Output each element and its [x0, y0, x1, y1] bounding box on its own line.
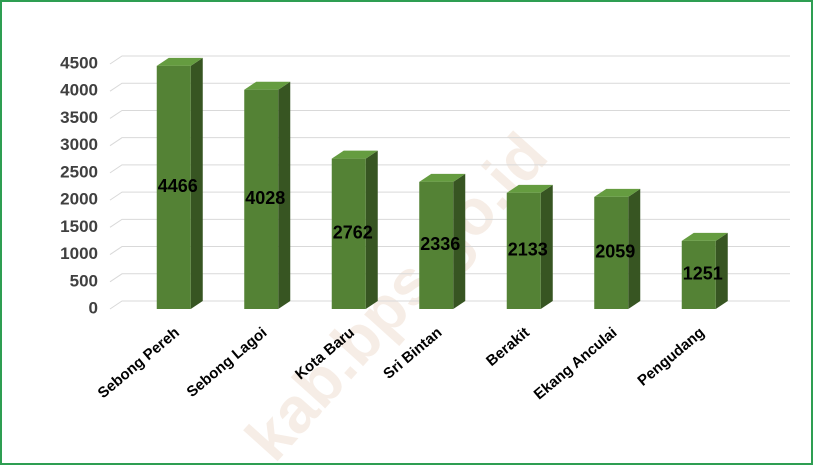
grid-line [109, 218, 790, 228]
grid-line [109, 164, 790, 174]
grid-line [109, 82, 790, 92]
bar-side [628, 188, 641, 309]
bar-top [244, 81, 291, 90]
grid-line [109, 55, 790, 65]
bar-side [453, 173, 466, 309]
value-label: 4028 [245, 188, 285, 208]
y-tick-label: 1500 [60, 217, 98, 236]
bar-top [506, 184, 553, 193]
bar [506, 184, 553, 309]
bar-top [594, 188, 641, 197]
y-tick-label: 2500 [60, 162, 98, 181]
value-label: 2133 [508, 240, 548, 260]
y-tick-label: 4000 [60, 81, 98, 100]
bar-front [681, 240, 716, 309]
bar-top [419, 173, 466, 182]
bar-front [331, 158, 366, 309]
grid-line [109, 300, 790, 310]
value-label: 2059 [595, 242, 635, 262]
bar [244, 81, 291, 309]
bar-front [244, 89, 279, 309]
bar-side [190, 57, 203, 310]
bar [419, 173, 466, 309]
y-tick-label: 2000 [60, 190, 98, 209]
bar-front [419, 181, 454, 309]
bar-top [331, 150, 378, 159]
grid-line [109, 137, 790, 147]
value-label: 1251 [683, 264, 723, 284]
bar-top [156, 57, 203, 66]
bar [681, 232, 728, 309]
y-tick-label: 0 [89, 298, 98, 317]
y-tick-label: 4500 [60, 53, 98, 72]
bar [331, 150, 378, 309]
bar-side [365, 150, 378, 309]
y-tick-label: 1000 [60, 244, 98, 263]
value-label: 2762 [333, 223, 373, 243]
bar-front [156, 65, 191, 310]
grid-line [109, 273, 790, 283]
bar-side [278, 81, 291, 309]
y-tick-label: 3500 [60, 108, 98, 127]
grid-line [109, 246, 790, 255]
bar-side [715, 232, 728, 309]
bar-front [594, 196, 629, 309]
bar [156, 57, 203, 310]
bar-front [506, 192, 541, 309]
bar [594, 188, 641, 309]
value-label: 4466 [158, 176, 198, 196]
y-tick-label: 500 [70, 271, 98, 290]
bar-side [540, 184, 553, 309]
bar-top [681, 232, 728, 241]
grid-line [109, 191, 790, 201]
grid-line [109, 109, 790, 119]
value-label: 2336 [420, 234, 460, 254]
y-tick-label: 3000 [60, 135, 98, 154]
